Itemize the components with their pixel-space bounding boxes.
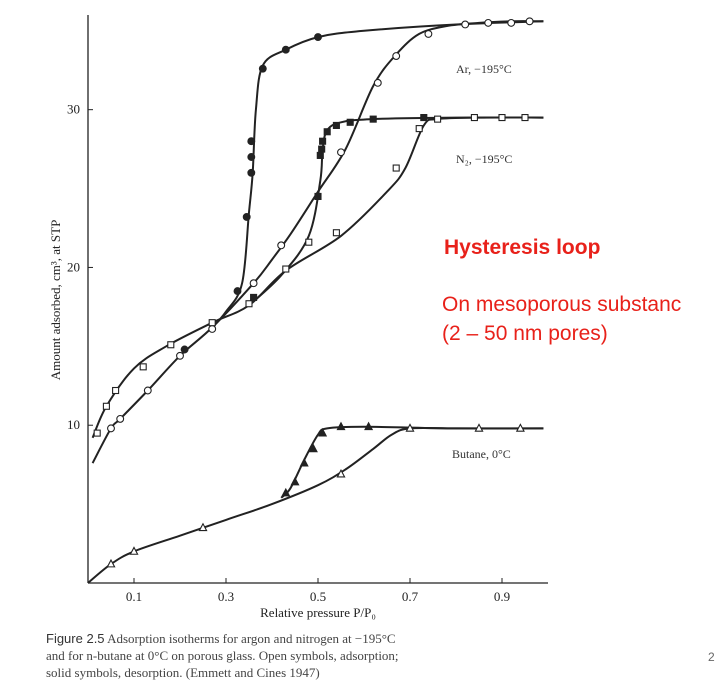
- butane-adsorption-point: [129, 546, 139, 555]
- butane-desorption-point: [290, 476, 300, 486]
- ar-desorption-point: [314, 33, 322, 42]
- x-tick-label: 0.5: [310, 589, 326, 604]
- n-desorption-point: [323, 128, 331, 136]
- n-adsorption-point: [102, 402, 110, 410]
- annotation-pore-size: (2 – 50 nm pores): [442, 322, 608, 345]
- ar-adsorption-point: [176, 351, 184, 360]
- x-tick-label: 0.7: [402, 589, 419, 604]
- butane-adsorption-point: [474, 423, 484, 432]
- butane-desorption-point: [318, 427, 328, 437]
- x-axis-label: Relative pressure P/P₀: [260, 605, 376, 620]
- butane-desorption-point: [364, 421, 374, 431]
- ar-desorption-point: [233, 287, 242, 296]
- ar-desorption-point: [281, 45, 290, 54]
- tick-labels: 0.1 0.3 0.5 0.7 0.9 10 20 30: [67, 102, 510, 604]
- butane-adsorption-point: [336, 468, 346, 478]
- n-desorption-point: [250, 293, 258, 301]
- caption-line-3: solid symbols, desorption. (Emmett and C…: [46, 665, 320, 680]
- butane-desorption-point: [308, 443, 318, 453]
- ar-adsorption-point: [208, 325, 217, 333]
- n-desorption-point: [420, 114, 428, 122]
- n-adsorption-point: [139, 363, 147, 371]
- n-adsorption-point: [415, 125, 423, 133]
- butane-adsorption-point: [515, 423, 525, 432]
- ar-adsorption-point: [461, 20, 470, 29]
- ar-adsorption-point: [484, 18, 493, 27]
- n-desorption-curve: [248, 116, 544, 307]
- annotation-mesoporous: On mesoporous substanc: [442, 293, 682, 316]
- n-adsorption-point: [112, 386, 120, 395]
- ar-desorption-point: [247, 168, 256, 177]
- n-adsorption-point: [305, 238, 313, 246]
- ar-adsorption-point: [392, 52, 401, 60]
- ar-adsorption-point: [507, 18, 516, 27]
- caption-text-1: Adsorption isotherms for argon and nitro…: [107, 631, 396, 646]
- ar-desorption-point: [247, 137, 256, 146]
- hysteresis-title: Hysteresis loop: [444, 236, 601, 259]
- butane-desorption-curve: [280, 425, 544, 499]
- series-labels: Ar, −195°C N₂, −195°C Butane, 0°C: [452, 62, 512, 461]
- n-adsorption-point: [208, 319, 216, 327]
- caption-line-2: and for n-butane at 0°C on porous glass.…: [46, 648, 399, 663]
- n-desorption-point: [332, 121, 340, 129]
- n-adsorption-point: [498, 114, 506, 122]
- ar-adsorption-point: [107, 424, 115, 433]
- ar-adsorption-point: [424, 29, 433, 38]
- series-label: Butane, 0°C: [452, 447, 511, 461]
- series-label: Ar, −195°C: [456, 62, 512, 76]
- ar-adsorption-point: [249, 279, 258, 288]
- n-adsorption-point: [167, 341, 175, 349]
- ar-desorption-point: [180, 345, 189, 354]
- ar-desorption-point: [258, 64, 267, 73]
- n-adsorption-point: [332, 229, 340, 237]
- butane-adsorption-point: [106, 558, 116, 568]
- n-adsorption-point: [245, 300, 253, 308]
- n-adsorption-point: [392, 164, 400, 172]
- n-adsorption-point: [93, 429, 101, 437]
- markers: [93, 17, 534, 568]
- n-desorption-point: [318, 145, 326, 153]
- n-desorption-point: [369, 115, 377, 123]
- figure-label: Figure 2.5: [46, 631, 105, 646]
- ar-adsorption-point: [373, 78, 382, 87]
- n-desorption-point: [346, 118, 354, 126]
- x-tick-label: 0.3: [218, 589, 234, 604]
- series-label: N₂, −195°C: [456, 152, 512, 166]
- n-adsorption-point: [282, 265, 290, 273]
- x-tick-label: 0.1: [126, 589, 142, 604]
- ar-adsorption-point: [337, 148, 345, 157]
- n-adsorption-point: [470, 114, 478, 122]
- y-tick-label: 20: [67, 259, 80, 274]
- n-adsorption-point: [521, 114, 529, 122]
- ar-desorption-point: [242, 213, 251, 221]
- n-adsorption-point: [434, 115, 442, 123]
- ar-adsorption-point: [143, 386, 152, 395]
- butane-desorption-point: [281, 487, 291, 497]
- butane-desorption-point: [299, 457, 309, 467]
- n-desorption-point: [316, 151, 324, 159]
- ar-adsorption-point: [277, 241, 286, 250]
- y-tick-label: 30: [67, 102, 80, 117]
- caption-line-1: Figure 2.5 Adsorption isotherms for argo…: [46, 630, 566, 647]
- slide-number: 2: [708, 650, 715, 664]
- x-tick-label: 0.9: [494, 589, 510, 604]
- butane-adsorption-point: [405, 423, 415, 432]
- butane-adsorption-point: [198, 522, 208, 532]
- y-axis-label: Amount adsorbed, cm³, at STP: [48, 220, 63, 381]
- ar-desorption-curve: [211, 20, 544, 329]
- n-desorption-point: [314, 192, 322, 200]
- y-tick-label: 10: [67, 417, 80, 432]
- butane-desorption-point: [336, 421, 346, 431]
- ar-adsorption-point: [525, 17, 534, 26]
- ar-desorption-point: [247, 153, 256, 161]
- n-desorption-point: [319, 137, 327, 145]
- ar-adsorption-point: [116, 414, 125, 423]
